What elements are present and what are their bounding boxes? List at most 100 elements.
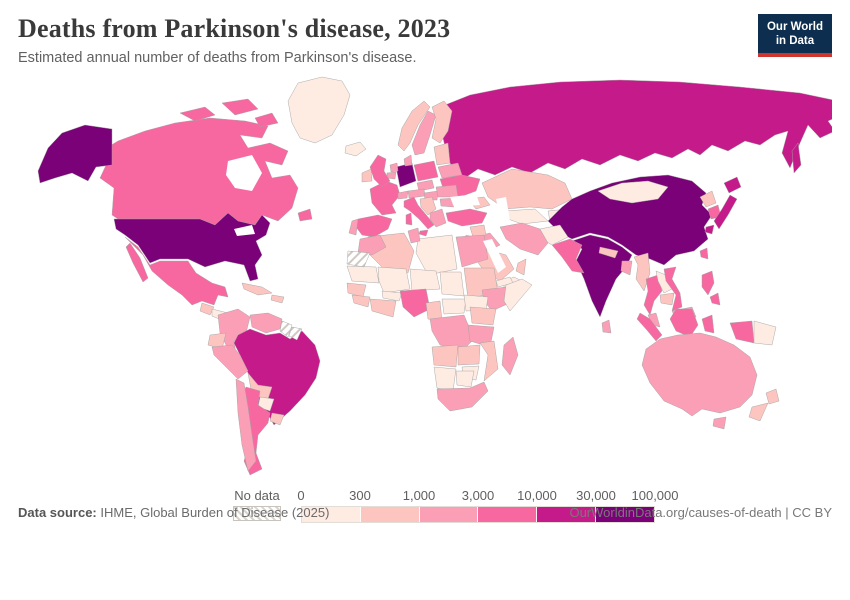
legend-bin-4[interactable] — [537, 507, 597, 522]
country-new-zealand[interactable] — [765, 388, 780, 405]
country-nepal[interactable] — [598, 246, 619, 259]
country-ireland[interactable] — [361, 168, 373, 183]
country-egypt[interactable] — [455, 234, 489, 268]
country-canada[interactable] — [221, 98, 259, 116]
country-france[interactable] — [369, 180, 401, 216]
country-australia[interactable] — [712, 416, 727, 430]
country-baltic-states[interactable] — [433, 142, 451, 166]
country-portugal[interactable] — [348, 218, 359, 236]
country-guinea[interactable] — [351, 294, 371, 308]
country-hispaniola[interactable] — [270, 294, 285, 304]
country-mauritania[interactable] — [346, 265, 380, 284]
country-cambodia[interactable] — [659, 292, 675, 306]
country-sweden[interactable] — [411, 110, 437, 156]
country-north-korea[interactable] — [699, 190, 717, 208]
no-data-swatch[interactable] — [233, 506, 281, 521]
country-botswana[interactable] — [455, 370, 475, 388]
country-laos[interactable] — [655, 270, 673, 294]
country-myanmar[interactable] — [633, 252, 651, 292]
legend-no-data[interactable]: No data — [233, 488, 281, 521]
country-peru[interactable] — [211, 344, 249, 380]
country-namibia[interactable] — [433, 366, 457, 392]
country-mozambique[interactable] — [479, 340, 499, 382]
country-philippines[interactable] — [701, 270, 715, 296]
country-greenland[interactable] — [287, 76, 351, 144]
country-uzbekistan-turkmenistan[interactable] — [504, 208, 549, 225]
country-pakistan[interactable] — [551, 238, 585, 274]
country-china[interactable] — [547, 174, 713, 266]
country-western-sahara[interactable] — [346, 250, 371, 268]
legend-bin-3[interactable] — [478, 507, 538, 522]
country-indonesia[interactable] — [669, 308, 699, 338]
country-sri-lanka[interactable] — [601, 319, 612, 334]
country-united-states[interactable] — [113, 212, 271, 282]
country-uganda-kenya[interactable] — [469, 306, 497, 326]
country-papua-new-guinea[interactable] — [753, 320, 777, 346]
country-vietnam[interactable] — [663, 266, 683, 312]
country-mexico[interactable] — [125, 242, 149, 283]
country-italy[interactable] — [418, 229, 429, 237]
country-guatemala[interactable] — [199, 302, 215, 316]
country-libya[interactable] — [415, 234, 458, 276]
country-mali[interactable] — [377, 266, 411, 294]
country-indonesia[interactable] — [636, 312, 663, 342]
country-japan[interactable] — [713, 194, 738, 230]
country-chile[interactable] — [235, 378, 257, 472]
country-somalia[interactable] — [503, 278, 533, 312]
country-romania[interactable] — [435, 184, 459, 198]
legend-bin-5[interactable] — [596, 507, 654, 522]
legend-bin-0[interactable] — [302, 507, 361, 522]
country-suriname[interactable] — [288, 326, 303, 341]
country-greece[interactable] — [429, 208, 447, 228]
country-switzerland[interactable] — [397, 190, 409, 200]
country-balkans[interactable] — [419, 196, 437, 216]
country-indonesia[interactable] — [701, 314, 715, 334]
country-denmark[interactable] — [403, 154, 413, 167]
country-indonesia[interactable] — [729, 320, 755, 344]
country-taiwan[interactable] — [699, 247, 709, 260]
country-bangladesh[interactable] — [620, 260, 633, 276]
country-united-kingdom[interactable] — [369, 154, 391, 188]
country-czechia-slovakia[interactable] — [416, 179, 435, 192]
country-philippines[interactable] — [709, 292, 721, 306]
owid-logo[interactable]: Our World in Data — [757, 14, 832, 57]
country-syria[interactable] — [469, 224, 487, 238]
legend-bin-1[interactable] — [360, 507, 420, 522]
country-central-african-republic[interactable] — [441, 298, 467, 315]
country-south-africa[interactable] — [436, 381, 489, 412]
owid-link[interactable]: OurWorldinData.org/causes-of-death | CC … — [569, 505, 832, 520]
country-canada[interactable] — [94, 117, 299, 226]
country-zambia[interactable] — [457, 344, 481, 366]
country-turkey[interactable] — [445, 208, 488, 227]
country-norway[interactable] — [397, 100, 431, 152]
country-tunisia[interactable] — [407, 227, 421, 244]
country-finland[interactable] — [431, 100, 453, 144]
country-ivory-coast-ghana[interactable] — [369, 298, 397, 318]
country-madagascar[interactable] — [501, 336, 519, 376]
country-uruguay[interactable] — [269, 412, 285, 426]
legend-bin-2[interactable] — [419, 507, 479, 522]
country-senegal[interactable] — [346, 282, 367, 298]
country-united-states[interactable] — [37, 124, 113, 184]
country-canada[interactable] — [297, 208, 313, 222]
country-russia[interactable] — [442, 79, 832, 179]
country-morocco[interactable] — [357, 234, 387, 256]
country-netherlands[interactable] — [389, 162, 399, 173]
country-italy[interactable] — [403, 196, 435, 230]
country-iceland[interactable] — [344, 141, 367, 157]
country-austria[interactable] — [407, 188, 426, 199]
country-cuba[interactable] — [241, 282, 273, 296]
country-iran[interactable] — [499, 222, 549, 256]
country-guyana[interactable] — [279, 320, 293, 338]
country-mongolia[interactable] — [597, 180, 669, 204]
country-oman[interactable] — [515, 258, 527, 276]
country-spain[interactable] — [355, 214, 393, 238]
country-nigeria[interactable] — [399, 288, 431, 318]
country-japan[interactable] — [723, 176, 742, 194]
country-venezuela[interactable] — [249, 312, 283, 334]
country-italy[interactable] — [405, 212, 413, 226]
country-russia[interactable] — [791, 142, 802, 174]
country-canada[interactable] — [179, 106, 216, 122]
country-canada[interactable] — [254, 112, 279, 128]
country-mexico[interactable] — [124, 236, 229, 306]
